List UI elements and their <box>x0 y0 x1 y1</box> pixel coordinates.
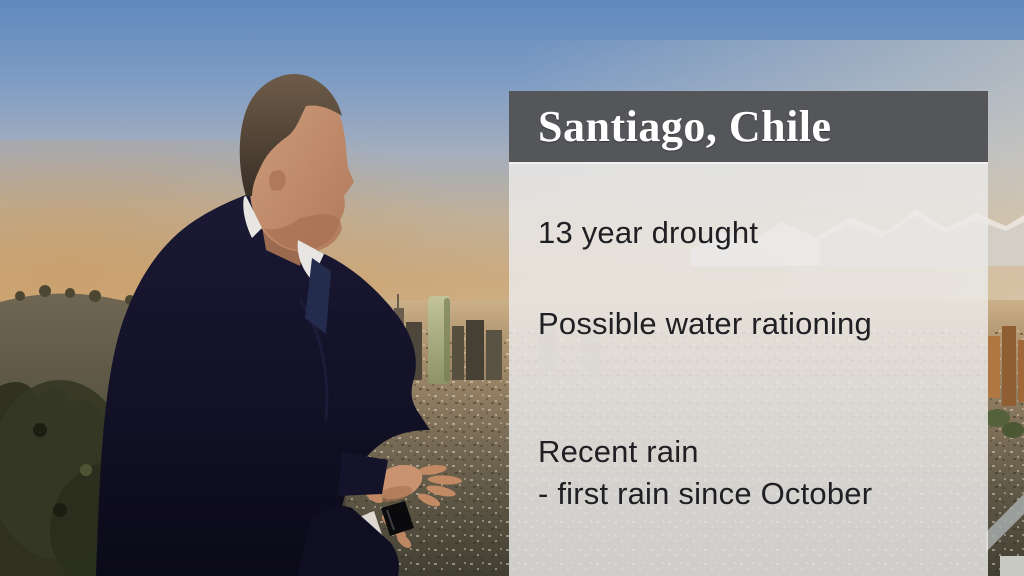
info-panel: Santiago, Chile 13 year drought Possible… <box>509 91 988 576</box>
presenter-collar <box>243 196 262 238</box>
gran-torre-tower <box>428 296 450 384</box>
weather-presenter <box>96 73 462 576</box>
panel-point-first-rain: - first rain since October <box>538 476 873 511</box>
panel-title: Santiago, Chile <box>538 102 832 151</box>
presenter-ear <box>269 170 286 191</box>
panel-header: Santiago, Chile <box>509 91 988 162</box>
presenter-hair <box>239 73 342 196</box>
right-city-strip <box>984 326 1024 576</box>
panel-point-drought: 13 year drought <box>538 215 759 250</box>
presenter-clicker-remote <box>381 501 414 536</box>
panel-point-rationing: Possible water rationing <box>538 306 872 341</box>
panel-point-recent-rain: Recent rain <box>538 434 699 469</box>
presenter-shirt <box>297 240 324 280</box>
presenter-lower-sleeve <box>298 505 399 576</box>
presenter-right-hand <box>365 464 462 507</box>
panel-body: 13 year drought Possible water rationing… <box>509 162 988 576</box>
presenter-tie <box>305 258 331 334</box>
presenter-stubble <box>264 214 340 251</box>
